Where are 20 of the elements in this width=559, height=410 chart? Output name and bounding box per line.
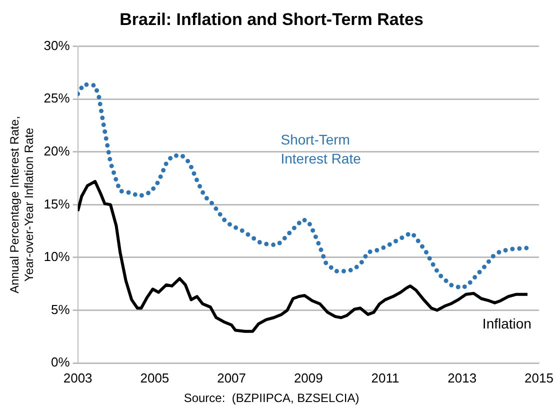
y-tick-label: 30% [44, 38, 70, 53]
chart-title: Brazil: Inflation and Short-Term Rates [120, 10, 424, 29]
x-tick-label: 2005 [140, 370, 170, 386]
y-tick-label: 15% [44, 196, 70, 212]
series-label: Inflation [482, 315, 532, 332]
x-tick-label: 2007 [217, 370, 246, 386]
y-tick-label: 0% [51, 354, 70, 370]
x-tick-label: 2015 [524, 370, 554, 386]
x-tick-label: 2011 [371, 370, 400, 386]
x-tick-label: 2013 [448, 370, 477, 386]
y-tick-label: 20% [44, 144, 70, 159]
x-tick-label: 2003 [63, 370, 92, 386]
line-series [78, 82, 530, 290]
y-tick-label: 5% [51, 302, 70, 317]
y-axis-title: Annual Percentage Interest Rate, Year-over-Year Inflation Rate [8, 116, 36, 294]
x-tick-label: 2009 [294, 370, 323, 386]
source-note: Source: (BZPIIPCA, BZSELCIA) [184, 391, 360, 406]
text: Short-Term Interest Rate [280, 132, 362, 167]
y-tick-label: 25% [44, 90, 70, 106]
y-tick-label: 10% [44, 249, 70, 264]
